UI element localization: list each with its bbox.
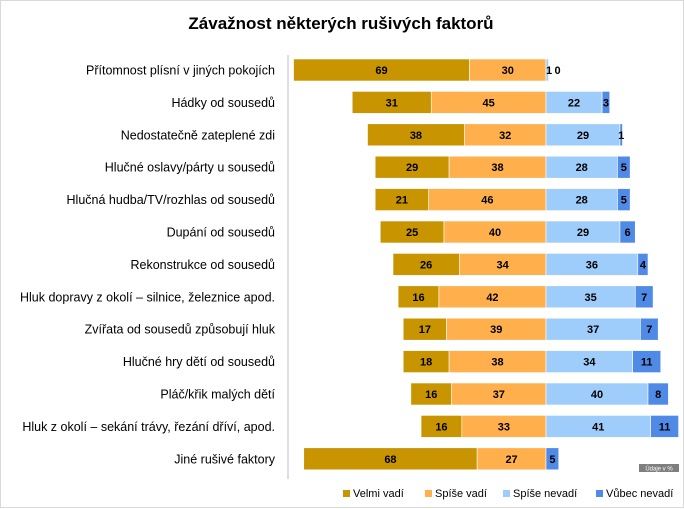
value-label: 11 bbox=[659, 421, 671, 433]
category-label: Pláč/křik malých dětí bbox=[160, 388, 275, 402]
category-label: Přítomnost plísní v jiných pokojích bbox=[86, 64, 275, 78]
bar-vubec-nevadi bbox=[634, 285, 654, 309]
value-label: 27 bbox=[505, 454, 517, 466]
category-label: Hlučná hudba/TV/rozhlas od sousedů bbox=[67, 193, 276, 207]
value-label: 16 bbox=[412, 292, 424, 304]
category-label: Hluk dopravy z okolí – silnice, železnic… bbox=[20, 290, 275, 304]
category-label: Jiné rušivé faktory bbox=[174, 452, 275, 466]
value-label: 7 bbox=[646, 324, 652, 336]
category-label: Hluk z okolí – sekání trávy, řezání dřív… bbox=[22, 420, 275, 434]
bar-vubec-nevadi bbox=[619, 123, 623, 147]
legend: Velmi vadí Spíše vadí Spíše nevadí Vůbec ne… bbox=[343, 488, 673, 500]
legend-item-velmi-vadi: Velmi vadí bbox=[343, 488, 404, 500]
value-label: 1 bbox=[546, 65, 552, 77]
value-label: 69 bbox=[375, 65, 387, 77]
value-label: 68 bbox=[384, 454, 396, 466]
value-label: 30 bbox=[502, 65, 514, 77]
category-label: Nedostatečně zateplené zdi bbox=[121, 128, 275, 142]
value-label: 34 bbox=[583, 357, 596, 369]
legend-swatch bbox=[596, 490, 603, 497]
legend-swatch bbox=[343, 490, 350, 497]
legend-swatch bbox=[425, 490, 432, 497]
value-label: 37 bbox=[493, 389, 505, 401]
category-label: Hádky od sousedů bbox=[171, 96, 275, 110]
legend-label: Spíše nevadí bbox=[513, 488, 577, 500]
value-label: 4 bbox=[640, 259, 647, 271]
category-label: Zvířata od sousedů způsobují hluk bbox=[85, 323, 276, 337]
value-label: 45 bbox=[483, 97, 495, 109]
value-label: 5 bbox=[549, 454, 555, 466]
value-label: 17 bbox=[419, 324, 431, 336]
value-label: 5 bbox=[621, 195, 627, 207]
value-label: 28 bbox=[576, 195, 588, 207]
value-label: 39 bbox=[490, 324, 502, 336]
value-label: 46 bbox=[481, 195, 493, 207]
value-label: 0 bbox=[554, 65, 560, 77]
category-label: Hlučné hry dětí od sousedů bbox=[123, 355, 275, 369]
value-label: 26 bbox=[420, 259, 432, 271]
value-label: 34 bbox=[497, 259, 510, 271]
value-label: 31 bbox=[386, 97, 398, 109]
value-label: 21 bbox=[396, 195, 408, 207]
value-label: 33 bbox=[498, 421, 510, 433]
value-label: 22 bbox=[568, 97, 580, 109]
category-label: Rekonstrukce od sousedů bbox=[130, 258, 275, 272]
value-label: 5 bbox=[621, 162, 627, 174]
bar-vubec-nevadi bbox=[601, 91, 611, 114]
bar-vubec-nevadi bbox=[617, 188, 631, 211]
value-label: 3 bbox=[603, 97, 609, 109]
category-labels: Přítomnost plísní v jiných pokojích Hádky… bbox=[20, 64, 276, 467]
value-label: 38 bbox=[491, 357, 503, 369]
value-label: 6 bbox=[625, 227, 631, 239]
legend-label: Spíše vadí bbox=[435, 488, 487, 500]
value-label: 37 bbox=[587, 324, 599, 336]
category-label: Hlučné oslavy/párty u sousedů bbox=[105, 161, 275, 175]
legend-item-spise-vadi: Spíše vadí bbox=[425, 488, 487, 500]
legend-item-vubec-nevadi: Vůbec nevadí bbox=[596, 488, 673, 500]
bar-vubec-nevadi bbox=[647, 382, 669, 406]
value-label: 36 bbox=[586, 259, 598, 271]
value-label: 7 bbox=[641, 292, 647, 304]
value-label: 16 bbox=[435, 421, 447, 433]
legend-label: Vůbec nevadí bbox=[606, 488, 673, 500]
value-label: 40 bbox=[489, 227, 501, 239]
value-label: 18 bbox=[420, 357, 432, 369]
bar-vubec-nevadi bbox=[619, 220, 636, 244]
value-label: 16 bbox=[425, 389, 437, 401]
bar-vubec-nevadi bbox=[650, 415, 679, 438]
bar-vubec-nevadi bbox=[545, 447, 560, 471]
bar-spise-nevadi bbox=[545, 58, 549, 82]
value-label: 29 bbox=[577, 227, 589, 239]
value-label: 40 bbox=[591, 389, 603, 401]
value-label: 38 bbox=[491, 162, 503, 174]
value-label: 42 bbox=[486, 292, 498, 304]
bar-vubec-nevadi bbox=[632, 350, 662, 373]
bars-layer: 69 30 1 031 45 22 338 32 29 129 38 28 521 46 28 525 40 29… bbox=[293, 58, 679, 471]
bar-vubec-nevadi bbox=[637, 253, 649, 276]
bar-vubec-nevadi bbox=[640, 317, 659, 341]
value-label: 28 bbox=[576, 162, 588, 174]
value-label: 38 bbox=[410, 130, 422, 142]
value-label: 29 bbox=[406, 162, 418, 174]
value-label: 1 bbox=[618, 130, 624, 142]
value-label: 25 bbox=[406, 227, 418, 239]
value-label: 11 bbox=[641, 357, 653, 369]
chart-title: Závažnost některých rušivých faktorů bbox=[188, 14, 493, 33]
value-label: 41 bbox=[592, 421, 604, 433]
legend-swatch bbox=[503, 490, 510, 497]
category-label: Dupání od sousedů bbox=[167, 226, 275, 240]
value-label: 29 bbox=[577, 130, 589, 142]
value-label: 8 bbox=[655, 389, 661, 401]
legend-label: Velmi vadí bbox=[353, 488, 404, 500]
value-label: 35 bbox=[585, 292, 597, 304]
units-note-box bbox=[639, 464, 679, 472]
bar-vubec-nevadi bbox=[617, 155, 631, 179]
legend-item-spise-nevadi: Spíše nevadí bbox=[503, 488, 577, 500]
units-note: Údaje v % bbox=[645, 466, 673, 473]
value-label: 32 bbox=[499, 130, 511, 142]
